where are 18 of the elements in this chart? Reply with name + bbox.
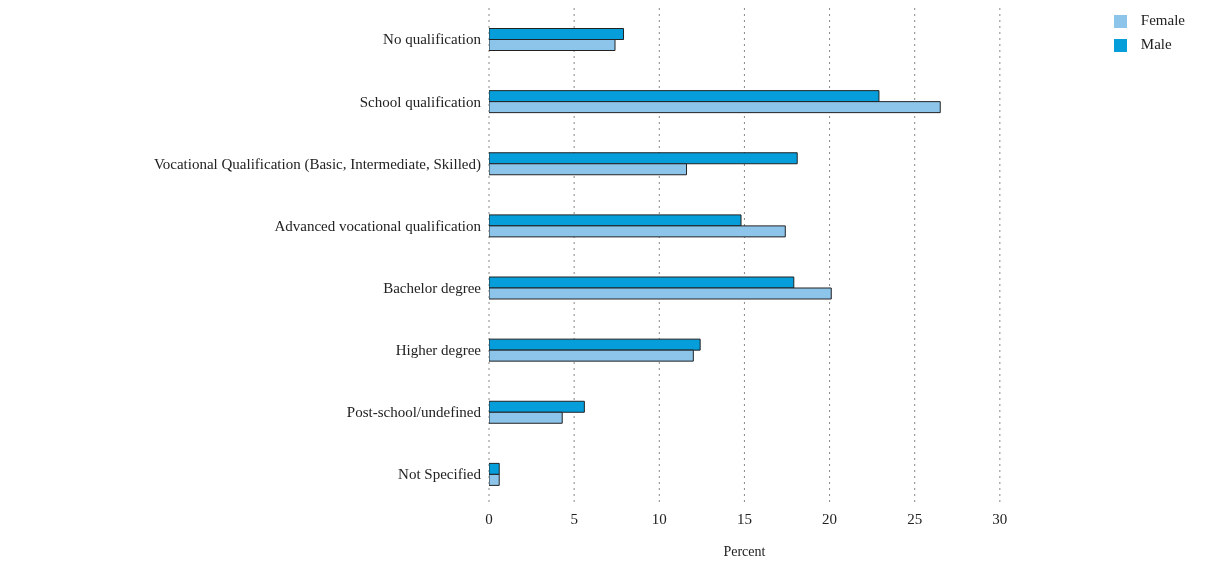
legend-label: Female [1140,12,1185,28]
x-tick-label: 15 [736,510,752,527]
x-tick-label: 10 [651,510,667,527]
y-tick-label: School qualification [359,93,482,110]
y-tick-label: Bachelor degree [383,279,482,296]
y-tick-label: Higher degree [395,342,482,359]
y-tick-label: No qualification [383,31,482,48]
y-tick-label: Advanced vocational qualification [274,217,482,234]
x-tick-label: 30 [992,510,1008,527]
y-tick-label: Not Specified [398,466,482,483]
x-tick-label: 25 [907,510,923,527]
y-tick-label: Vocational Qualification (Basic, Intermediate, Skilled) [153,155,481,173]
x-tick-label: 0 [485,510,493,527]
x-tick-label: 5 [570,510,578,527]
legend-label: Male [1140,36,1172,52]
y-tick-label: Post-school/undefined [346,404,482,421]
x-axis-title: Percent [723,544,766,559]
x-tick-label: 20 [822,510,838,527]
